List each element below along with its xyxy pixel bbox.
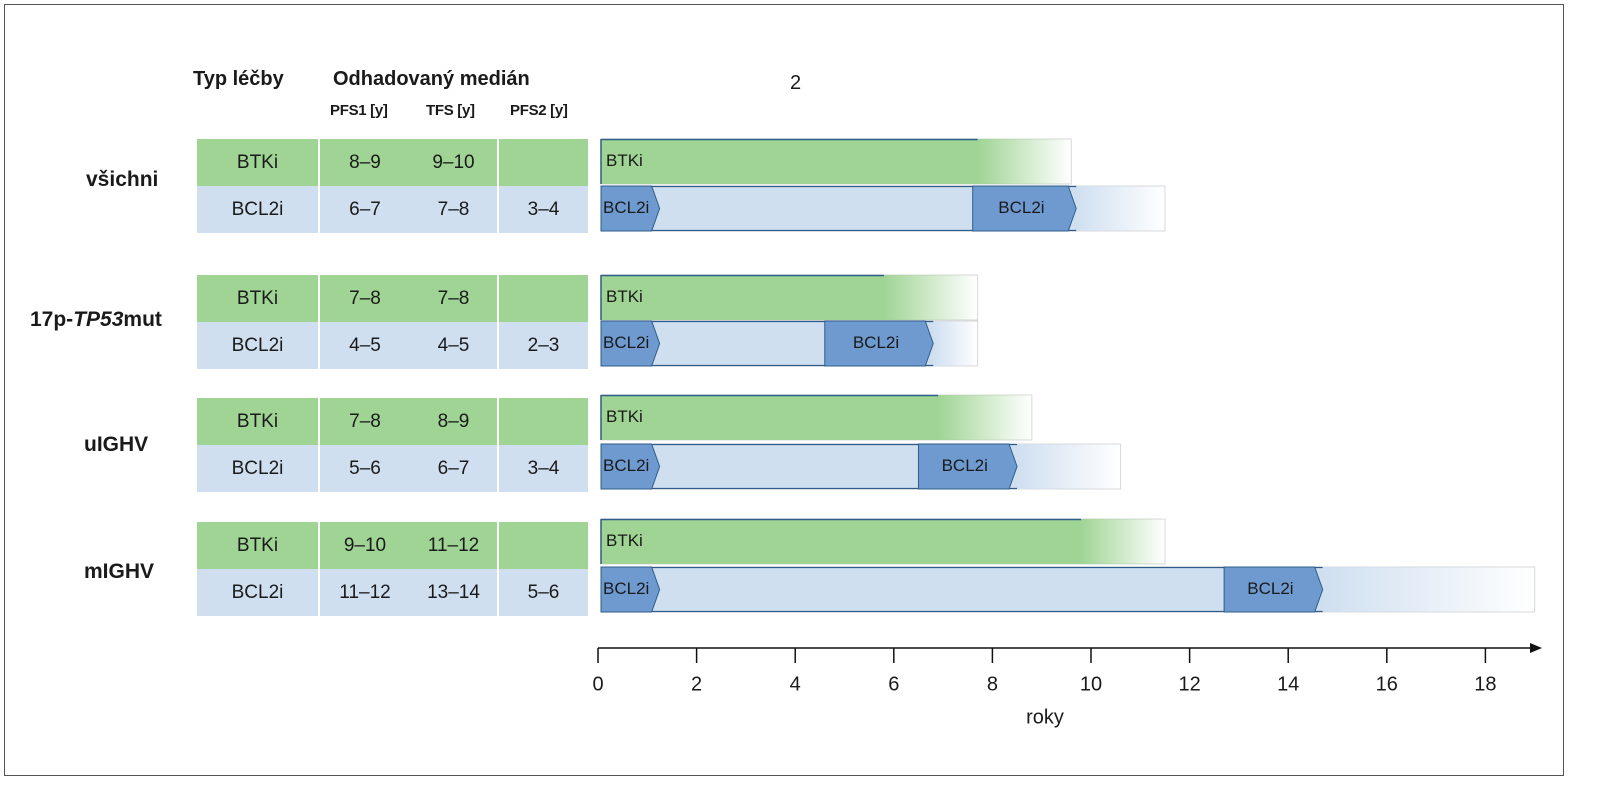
btki-bar-fade: [1080, 519, 1165, 564]
cell-type: BTKi: [197, 398, 320, 445]
cell-tfs: 7–8: [410, 186, 499, 233]
cell-pfs1: 7–8: [349, 410, 381, 432]
bcl2i-second-course-arrow: [1223, 566, 1324, 613]
header-treatment-type: Typ léčby: [193, 68, 284, 90]
cell-type: BTKi: [197, 522, 320, 569]
cell-tfs: 7–8: [410, 275, 499, 322]
header-pfs2: PFS2 [y]: [510, 102, 568, 119]
btki-bar-label: BTKi: [606, 407, 643, 426]
table-row-uighv-btki: BTKi 7–8 8–9: [197, 398, 588, 445]
table-row-mighv-bcl2i: BCL2i 11–12 13–14 5–6: [197, 569, 588, 616]
header-pfs1: PFS1 [y]: [330, 102, 388, 119]
table-row-17p-bcl2i: BCL2i 4–5 4–5 2–3: [197, 322, 588, 369]
btki-bar: [601, 139, 978, 184]
group-label-uighv: uIGHV: [84, 433, 149, 456]
x-axis-label: roky: [1026, 706, 1064, 728]
btki-bar-fade: [977, 139, 1071, 184]
cell-pfs2: 2–3: [527, 334, 560, 356]
bcl2i-second-course-arrow: [824, 320, 934, 367]
bcl2i-second-course-label: BCL2i: [853, 333, 899, 352]
cell-pfs1: 6–7: [349, 198, 381, 220]
btki-bar: [601, 395, 939, 440]
cell-tfs: 8–9: [410, 398, 499, 445]
cell-type: BTKi: [197, 275, 320, 322]
cell-tfs: 9–10: [410, 139, 499, 186]
bcl2i-bar: [601, 567, 1323, 612]
table-row-17p-btki: BTKi 7–8 7–8: [197, 275, 588, 322]
cell-pfs1: 8–9: [349, 151, 381, 173]
x-tick-label: 18: [1474, 673, 1496, 695]
cell-pfs1: 7–8: [349, 287, 381, 309]
cell-type: BCL2i: [197, 322, 320, 369]
cell-pfs1: 9–10: [343, 534, 387, 556]
cell-tfs: 4–5: [410, 322, 499, 369]
x-tick-label: 12: [1178, 673, 1200, 695]
cell-type: BTKi: [197, 139, 320, 186]
header-tfs: TFS [y]: [426, 102, 475, 119]
cell-type: BCL2i: [197, 186, 320, 233]
x-tick-label: 14: [1277, 673, 1299, 695]
cell-pfs2: 3–4: [527, 457, 560, 479]
cell-pfs1: 5–6: [349, 457, 381, 479]
bcl2i-first-course-arrow: [600, 566, 661, 613]
table-row-all-btki: BTKi 8–9 9–10: [197, 139, 588, 186]
cell-pfs1: 11–12: [339, 581, 391, 603]
btki-bar-fade: [937, 395, 1032, 440]
btki-bar-label: BTKi: [606, 287, 643, 306]
cell-type: BCL2i: [197, 445, 320, 492]
bcl2i-first-course-label: BCL2i: [603, 198, 649, 217]
x-tick-label: 4: [790, 673, 801, 695]
table-row-uighv-bcl2i: BCL2i 5–6 6–7 3–4: [197, 445, 588, 492]
btki-bar-label: BTKi: [606, 531, 643, 550]
x-tick-label: 10: [1080, 673, 1102, 695]
cell-tfs: 6–7: [410, 445, 499, 492]
table-row-mighv-btki: BTKi 9–10 11–12: [197, 522, 588, 569]
bcl2i-second-course-label: BCL2i: [998, 198, 1044, 217]
bcl2i-second-course-label: BCL2i: [942, 456, 988, 475]
bcl2i-first-course-label: BCL2i: [603, 456, 649, 475]
x-tick-label: 6: [888, 673, 899, 695]
group-label-17p-tp53mut: 17p-TP53mut: [30, 308, 162, 331]
header-estimated-median: Odhadovaný medián: [333, 68, 530, 90]
cell-tfs: 11–12: [410, 522, 499, 569]
cell-pfs1: 4–5: [349, 334, 381, 356]
bcl2i-first-course-label: BCL2i: [603, 333, 649, 352]
x-tick-label: 2: [691, 673, 702, 695]
bcl2i-second-course-arrow: [917, 443, 1018, 490]
group-label-mighv: mIGHV: [84, 560, 155, 583]
cell-tfs: 13–14: [410, 569, 499, 616]
cell-pfs2: 3–4: [527, 198, 560, 220]
bcl2i-second-course-label: BCL2i: [1247, 579, 1293, 598]
btki-bar: [601, 275, 884, 320]
cell-pfs2: 5–6: [527, 581, 560, 603]
cell-type: BCL2i: [197, 569, 320, 616]
bcl2i-first-course-label: BCL2i: [603, 579, 649, 598]
top-number: 2: [790, 72, 802, 94]
bcl2i-second-course-arrow: [972, 185, 1077, 232]
bcl2i-bar-fade: [1321, 567, 1535, 612]
x-tick-label: 16: [1376, 673, 1398, 695]
btki-bar-label: BTKi: [606, 151, 643, 170]
table-row-all-bcl2i: BCL2i 6–7 7–8 3–4: [197, 186, 588, 233]
x-tick-label: 0: [592, 673, 603, 695]
bcl2i-first-course-arrow: [600, 320, 661, 367]
bcl2i-bar-fade: [1075, 186, 1165, 231]
bcl2i-first-course-arrow: [600, 443, 661, 490]
x-tick-label: 8: [987, 673, 998, 695]
btki-bar-fade: [883, 275, 978, 320]
group-label-all: všichni: [86, 168, 159, 191]
bcl2i-first-course-arrow: [600, 185, 661, 232]
x-axis-arrowhead: [1530, 643, 1542, 653]
bcl2i-bar-fade: [1016, 444, 1121, 489]
btki-bar: [601, 519, 1082, 564]
bcl2i-bar-fade: [932, 321, 978, 366]
